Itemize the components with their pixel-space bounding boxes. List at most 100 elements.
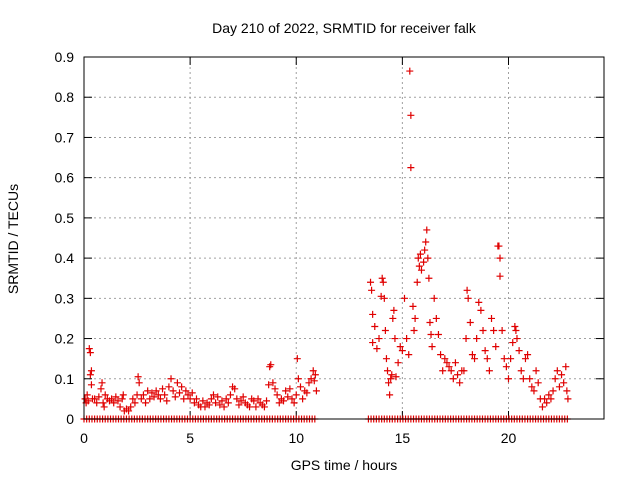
data-point — [152, 387, 160, 395]
data-point — [93, 399, 101, 407]
y-tick-label: 0.4 — [55, 250, 75, 266]
data-point — [407, 111, 415, 119]
data-point — [207, 395, 215, 403]
data-point — [286, 385, 294, 393]
data-point — [538, 403, 546, 411]
data-point — [169, 387, 177, 395]
data-point — [163, 397, 171, 405]
data-point — [473, 335, 481, 343]
data-point — [114, 397, 122, 405]
data-point — [205, 401, 213, 409]
plot-frame — [83, 56, 605, 420]
x-tick-label: 20 — [501, 430, 517, 446]
data-point — [541, 395, 549, 403]
data-point — [292, 391, 300, 399]
data-point — [135, 379, 143, 387]
data-point — [464, 294, 472, 302]
data-point — [504, 375, 512, 383]
data-point — [288, 395, 296, 403]
data-point — [449, 375, 457, 383]
data-point — [171, 393, 179, 401]
data-point — [466, 318, 474, 326]
data-point — [112, 393, 120, 401]
data-point — [420, 258, 428, 266]
data-point — [378, 274, 386, 282]
data-point — [108, 395, 116, 403]
data-point — [495, 242, 503, 250]
data-point — [159, 385, 167, 393]
x-tick-label: 0 — [80, 430, 88, 446]
y-tick-label: 0.3 — [55, 290, 75, 306]
data-point — [390, 306, 398, 314]
data-point — [385, 379, 393, 387]
data-point — [389, 314, 397, 322]
data-point — [451, 359, 459, 367]
data-point — [118, 395, 126, 403]
data-point — [396, 343, 404, 351]
data-point — [562, 363, 570, 371]
data-point — [421, 246, 429, 254]
data-point — [471, 355, 479, 363]
x-axis-label: GPS time / hours — [291, 457, 398, 473]
data-point — [384, 367, 392, 375]
data-point — [432, 314, 440, 322]
data-point — [99, 399, 107, 407]
data-point — [303, 389, 311, 397]
data-point — [380, 294, 388, 302]
data-point — [310, 377, 318, 385]
data-point — [293, 355, 301, 363]
data-point — [398, 347, 406, 355]
data-point — [543, 399, 551, 407]
data-point — [479, 327, 487, 335]
data-point — [492, 343, 500, 351]
data-point — [427, 331, 435, 339]
data-point — [98, 379, 106, 387]
data-point — [280, 397, 288, 405]
data-point — [530, 387, 538, 395]
data-point — [282, 387, 290, 395]
data-point — [216, 401, 224, 409]
data-point — [224, 399, 232, 407]
data-point — [192, 395, 200, 403]
data-point — [267, 361, 275, 369]
data-point — [290, 399, 298, 407]
data-point — [423, 226, 431, 234]
data-point — [519, 375, 527, 383]
data-point — [379, 278, 387, 286]
data-point — [403, 335, 411, 343]
data-point — [424, 254, 432, 262]
data-point — [454, 371, 462, 379]
data-point — [382, 355, 390, 363]
data-point — [534, 379, 542, 387]
y-tick-label: 0.5 — [55, 210, 75, 226]
data-point — [165, 383, 173, 391]
data-point — [84, 397, 92, 405]
data-point — [275, 399, 283, 407]
data-point — [400, 294, 408, 302]
data-point — [500, 355, 508, 363]
data-point — [407, 164, 415, 172]
data-point — [430, 294, 438, 302]
x-tick-label: 5 — [186, 430, 194, 446]
data-point — [214, 393, 222, 401]
data-point — [269, 379, 277, 387]
data-point — [85, 345, 93, 353]
data-point — [199, 397, 207, 405]
data-point — [265, 381, 273, 389]
data-point — [477, 306, 485, 314]
data-point — [496, 254, 504, 262]
data-point — [507, 355, 515, 363]
data-point — [209, 391, 217, 399]
data-point — [563, 387, 571, 395]
data-point — [405, 351, 413, 359]
data-point — [212, 399, 220, 407]
data-point — [271, 385, 279, 393]
data-point — [260, 403, 268, 411]
data-point — [273, 391, 281, 399]
data-point — [154, 391, 162, 399]
data-point — [417, 266, 425, 274]
data-point — [161, 391, 169, 399]
data-point — [218, 397, 226, 405]
data-point — [201, 403, 209, 411]
